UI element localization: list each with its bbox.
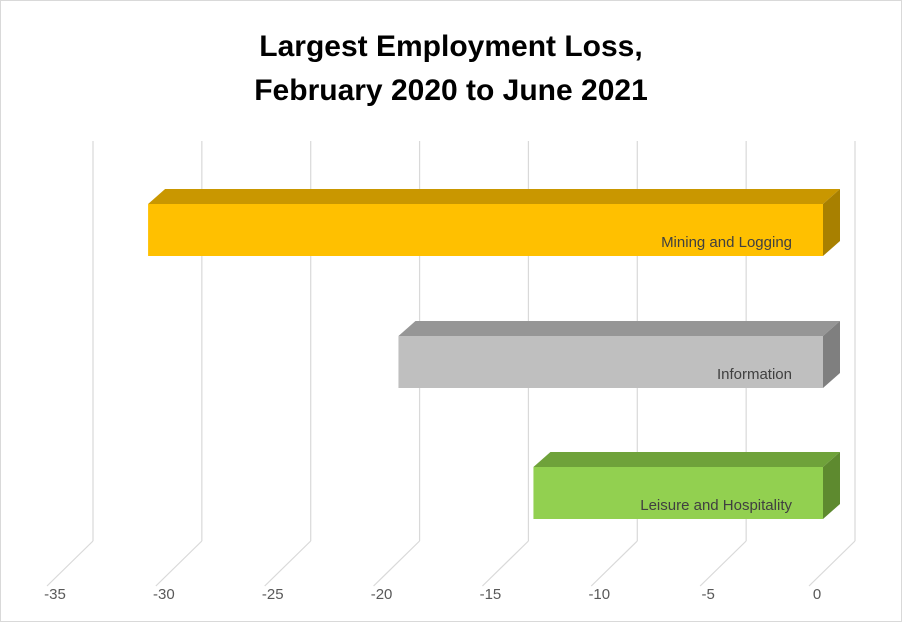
bar-front-face [148,204,824,256]
x-axis-tick-labels: -35 -30 -25 -20 -15 -10 -5 0 [44,586,821,603]
bar-side-face [823,321,840,388]
gridline-floor-7 [808,540,856,587]
gridline-floor-1 [155,540,203,587]
x-tick-label: -5 [701,586,714,603]
bar-top-face [148,189,841,204]
bar-top-face [398,321,840,336]
bar-category-label: Mining and Logging [661,234,792,251]
gridline-floor-3 [373,540,420,587]
gridline-floor-6 [699,540,747,587]
gridline-floor-4 [482,540,529,587]
x-tick-label: -35 [44,586,66,603]
bar-0: Mining and Logging [148,189,841,256]
bar-side-face [823,189,840,256]
chart-title-line-2: February 2020 to June 2021 [254,74,648,107]
x-tick-label: -25 [262,586,284,603]
bar-front-face [398,336,823,388]
bar-1: Information [398,321,840,388]
x-tick-label: -30 [153,586,175,603]
bar-top-face [533,452,840,467]
x-tick-label: -10 [588,586,610,603]
bar-category-label: Leisure and Hospitality [640,497,792,514]
x-tick-label: -15 [480,586,502,603]
x-tick-label: 0 [813,586,821,603]
bar-side-face [823,452,840,519]
gridline-floor-0 [46,540,94,587]
chart-title-line-1: Largest Employment Loss, [259,30,643,63]
gridline-floor-2 [264,540,312,587]
bar-front-face [533,467,823,519]
chart-title: Largest Employment Loss, February 2020 t… [1,25,901,113]
bar-2: Leisure and Hospitality [533,452,840,519]
bar-category-label: Information [717,366,792,383]
bars: Mining and Logging Information Leisure and… [148,189,841,519]
gridline-floor-5 [590,540,638,587]
x-tick-label: -20 [371,586,393,603]
